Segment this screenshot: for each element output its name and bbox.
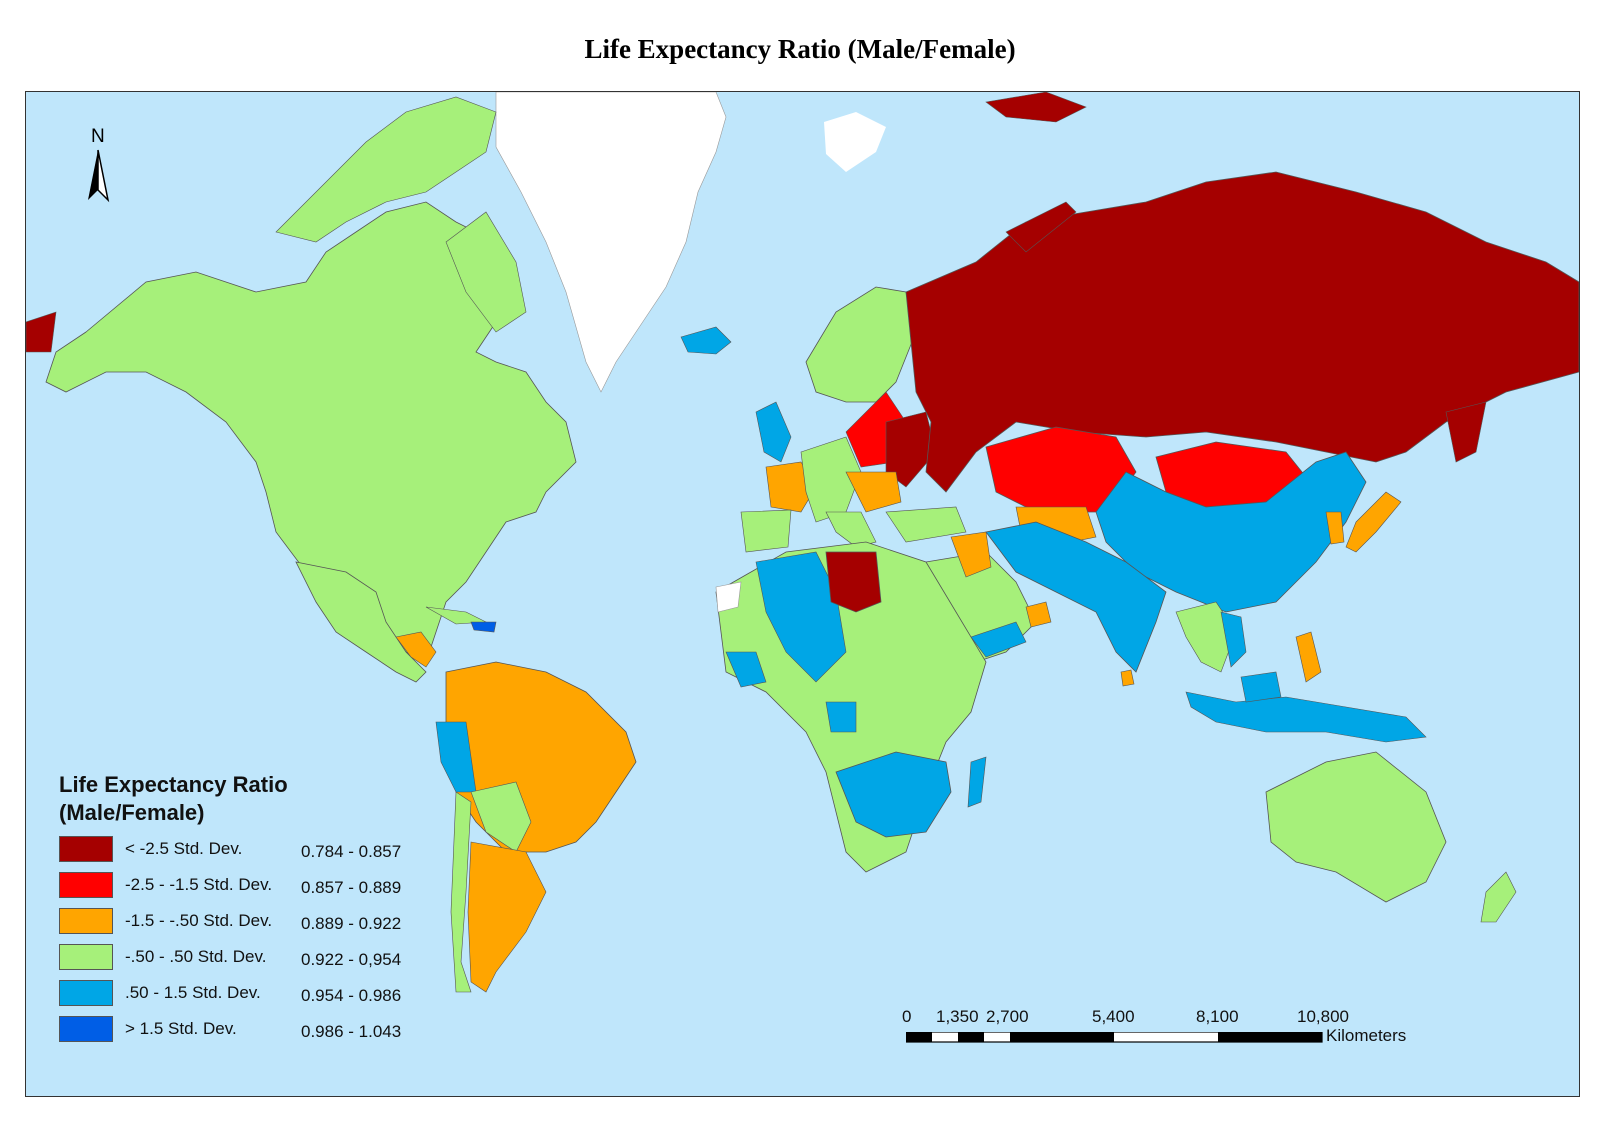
baffin-island bbox=[445, 211, 527, 333]
legend-label: .50 - 1.5 Std. Dev. bbox=[125, 983, 261, 1002]
svalbard bbox=[824, 112, 886, 172]
madagascar bbox=[967, 756, 987, 808]
legend-label: -.50 - .50 Std. Dev. bbox=[125, 947, 267, 966]
legend-swatch bbox=[59, 980, 113, 1006]
algeria-mali bbox=[755, 551, 847, 683]
map-title: Life Expectancy Ratio (Male/Female) bbox=[584, 34, 1016, 64]
legend-swatch bbox=[59, 944, 113, 970]
legend-range: 0.986 - 1.043 bbox=[301, 1022, 402, 1041]
scale-bar bbox=[906, 1032, 1323, 1043]
hispaniola bbox=[470, 621, 497, 633]
legend-range: 0.784 - 0.857 bbox=[301, 842, 402, 861]
libya bbox=[825, 551, 882, 613]
legend-label: < -2.5 Std. Dev. bbox=[125, 839, 243, 858]
scandinavia bbox=[805, 286, 917, 403]
scale-unit: Kilometers bbox=[1326, 1026, 1407, 1045]
argentina bbox=[467, 841, 547, 993]
legend-label: > 1.5 Std. Dev. bbox=[125, 1019, 237, 1038]
belarus-ukraine bbox=[885, 411, 937, 488]
legend-label: -2.5 - -1.5 Std. Dev. bbox=[125, 875, 273, 894]
southern-africa-blue bbox=[835, 751, 952, 838]
legend-title-line2: (Male/Female) bbox=[59, 800, 205, 825]
legend-swatch bbox=[59, 872, 113, 898]
west-africa-blue bbox=[725, 651, 767, 688]
japan bbox=[1345, 491, 1402, 553]
scale-tick-label: 2,700 bbox=[986, 1007, 1029, 1026]
world-map bbox=[26, 92, 1579, 993]
map-frame bbox=[25, 91, 1580, 1097]
iran-iraq bbox=[950, 531, 992, 578]
chile bbox=[450, 791, 472, 993]
legend-row: < -2.5 Std. Dev. 0.784 - 0.857 bbox=[59, 836, 419, 864]
scale-tick-label: 8,100 bbox=[1196, 1007, 1239, 1026]
kamchatka bbox=[1445, 401, 1487, 463]
legend-row: .50 - 1.5 Std. Dev. 0.954 - 0.986 bbox=[59, 980, 419, 1008]
legend-range: 0.954 - 0.986 bbox=[301, 986, 402, 1005]
scale-tick-label: 1,350 bbox=[936, 1007, 979, 1026]
australia bbox=[1265, 751, 1447, 903]
scale-tick-label: 5,400 bbox=[1092, 1007, 1135, 1026]
balkans bbox=[845, 471, 902, 513]
indochina bbox=[1175, 601, 1237, 673]
legend-swatch bbox=[59, 908, 113, 934]
italy-greece bbox=[825, 511, 877, 548]
scale-tick-label: 10,800 bbox=[1297, 1007, 1349, 1026]
north-arrow-icon bbox=[88, 149, 110, 203]
south-america-north bbox=[445, 661, 637, 853]
north-label: N bbox=[91, 126, 105, 147]
philippines bbox=[1295, 631, 1322, 683]
mexico bbox=[295, 561, 427, 683]
legend-range: 0.922 - 0,954 bbox=[301, 950, 402, 969]
iberia bbox=[740, 509, 792, 553]
bolivia-paraguay bbox=[470, 781, 532, 853]
south-asia bbox=[985, 521, 1167, 673]
legend-row: -1.5 - -.50 Std. Dev. 0.889 - 0.922 bbox=[59, 908, 419, 936]
new-zealand bbox=[1480, 871, 1517, 923]
korea bbox=[1325, 511, 1345, 545]
legend-row: > 1.5 Std. Dev. 0.986 - 1.043 bbox=[59, 1016, 419, 1044]
central-america bbox=[395, 631, 437, 668]
legend-title-line1: Life Expectancy Ratio bbox=[59, 772, 288, 797]
legend-title: Life Expectancy Ratio (Male/Female) bbox=[59, 771, 359, 827]
uk bbox=[755, 401, 792, 463]
greenland bbox=[495, 92, 727, 393]
indonesia bbox=[1185, 691, 1427, 743]
novaya-zemlya bbox=[1005, 201, 1077, 253]
north-islands bbox=[985, 92, 1087, 123]
legend-label: -1.5 - -.50 Std. Dev. bbox=[125, 911, 273, 930]
legend-row: -.50 - .50 Std. Dev. 0.922 - 0,954 bbox=[59, 944, 419, 972]
oman-east bbox=[1025, 601, 1052, 628]
west-sahara bbox=[715, 581, 742, 613]
yemen-oman bbox=[970, 621, 1027, 658]
legend-swatch bbox=[59, 1016, 113, 1042]
turkey bbox=[885, 506, 967, 543]
arctic-islands bbox=[275, 96, 497, 243]
chukotka-west bbox=[26, 311, 57, 353]
sri-lanka bbox=[1120, 669, 1135, 687]
legend-swatch bbox=[59, 836, 113, 862]
russia bbox=[905, 171, 1579, 493]
legend-row: -2.5 - -1.5 Std. Dev. 0.857 - 0.889 bbox=[59, 872, 419, 900]
legend-range: 0.857 - 0.889 bbox=[301, 878, 402, 897]
north-america bbox=[45, 201, 577, 663]
borneo bbox=[1240, 671, 1282, 703]
scale-tick-label: 0 bbox=[902, 1007, 912, 1026]
central-africa-blue bbox=[825, 701, 857, 733]
vietnam bbox=[1220, 611, 1247, 668]
legend-range: 0.889 - 0.922 bbox=[301, 914, 402, 933]
iceland bbox=[680, 326, 732, 355]
